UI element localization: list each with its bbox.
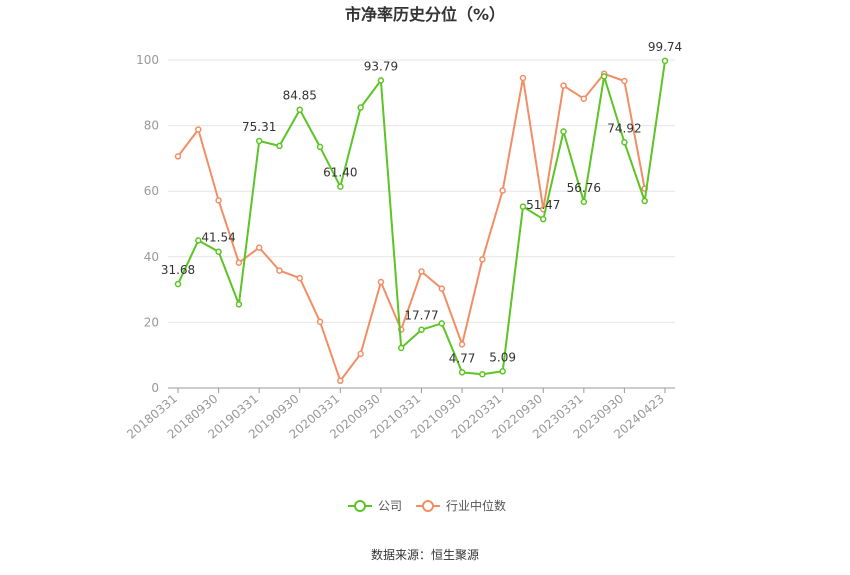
series [174, 57, 669, 385]
data-point [499, 187, 506, 194]
data-point [235, 301, 243, 308]
data-point [580, 95, 588, 102]
y-axis: 0 20 40 60 80 100 [136, 53, 159, 395]
data-point [174, 153, 182, 160]
data-point [438, 320, 446, 327]
data-point [397, 344, 405, 352]
legend-label: 行业中位数 [446, 498, 506, 513]
data-label: 51.47 [526, 198, 560, 212]
legend-marker [354, 500, 366, 512]
data-point [337, 183, 344, 190]
data-point [296, 274, 303, 282]
data-label: 99.74 [648, 40, 682, 54]
data-point [377, 77, 385, 84]
data-label: 84.85 [283, 89, 317, 103]
data-label: 93.79 [364, 59, 398, 73]
data-point [215, 248, 222, 255]
data-label: 41.54 [201, 231, 235, 245]
data-point [316, 143, 324, 151]
data-label: 5.09 [489, 350, 516, 364]
data-labels: 31.68 41.54 75.31 84.85 61.40 93.79 17.77 4.77 5… [161, 40, 682, 366]
series-0 [174, 57, 669, 378]
legend-item-1[interactable]: 行业中位数 [416, 498, 506, 513]
data-point [255, 244, 263, 251]
data-point [195, 237, 202, 244]
y-tick-label: 60 [144, 184, 159, 198]
data-label: 17.77 [404, 309, 438, 323]
data-point [560, 128, 567, 135]
data-point [337, 377, 344, 385]
data-point [195, 126, 202, 133]
data-point [560, 82, 567, 89]
data-point [215, 197, 222, 204]
data-point [458, 369, 466, 376]
data-point [621, 77, 628, 85]
legend-marker [422, 500, 434, 512]
data-label: 56.76 [567, 181, 601, 195]
data-point [357, 350, 364, 358]
data-point [255, 137, 263, 145]
chart-title: 市净率历史分位（%） [345, 5, 505, 24]
series-line [177, 72, 646, 382]
data-point [276, 267, 283, 274]
legend-label: 公司 [378, 499, 402, 513]
data-label: 74.92 [607, 121, 641, 135]
data-point [235, 259, 243, 266]
y-tick-label: 40 [144, 250, 159, 264]
legend-item-0[interactable]: 公司 [348, 499, 402, 513]
data-point [479, 370, 486, 378]
data-point [276, 142, 283, 150]
data-point [519, 203, 527, 210]
data-point [174, 280, 182, 288]
data-point [316, 318, 324, 325]
data-point [641, 197, 648, 205]
data-point [580, 198, 588, 206]
data-point [519, 74, 527, 82]
legend[interactable]: 公司 行业中位数 [348, 498, 506, 513]
data-point [377, 278, 385, 286]
x-axis: 2018033120180930201903312019093020200331… [124, 387, 675, 442]
data-point [621, 139, 628, 146]
data-point [600, 73, 608, 80]
source-text: 数据来源：恒生聚源 [371, 547, 479, 562]
series-1 [174, 70, 648, 385]
y-tick-label: 0 [151, 381, 159, 395]
data-point [499, 368, 506, 375]
data-point [458, 341, 466, 348]
data-point [479, 256, 486, 263]
data-point [661, 57, 669, 65]
y-tick-label: 20 [144, 315, 159, 329]
data-point [296, 106, 303, 113]
data-point [540, 215, 547, 223]
data-point [438, 285, 446, 292]
data-label: 75.31 [242, 120, 276, 134]
data-point [357, 104, 364, 111]
data-point [418, 268, 425, 275]
data-label: 61.40 [323, 166, 357, 180]
data-label: 31.68 [161, 263, 195, 277]
y-tick-label: 100 [136, 53, 159, 67]
data-label: 4.77 [449, 351, 476, 365]
y-tick-label: 80 [144, 119, 159, 133]
data-point [418, 326, 425, 333]
